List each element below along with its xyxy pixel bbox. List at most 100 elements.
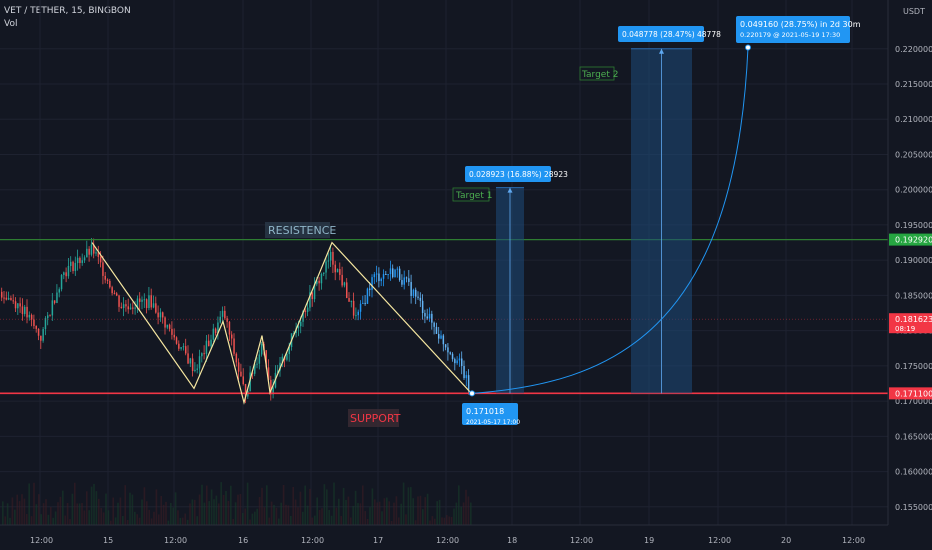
volume-bar bbox=[76, 503, 78, 525]
volume-bar bbox=[138, 517, 141, 525]
candle-body bbox=[42, 329, 44, 341]
candle-body bbox=[288, 347, 290, 355]
candle-body bbox=[90, 244, 93, 255]
candle-body bbox=[258, 354, 261, 364]
candle-body bbox=[433, 322, 435, 327]
volume-bar bbox=[270, 501, 273, 525]
candle-body bbox=[417, 296, 419, 298]
candle-body bbox=[122, 304, 125, 309]
candle-body bbox=[155, 303, 157, 313]
volume-bar bbox=[323, 484, 326, 525]
volume-bar bbox=[304, 485, 306, 525]
candle-body bbox=[410, 282, 412, 296]
volume-bar bbox=[429, 520, 431, 525]
price-tick-label: 0.210000 bbox=[895, 115, 932, 124]
volume-bar bbox=[141, 499, 143, 525]
volume-bar bbox=[309, 488, 311, 525]
volume-bar bbox=[182, 517, 184, 525]
volume-bar bbox=[170, 502, 172, 525]
candle-body bbox=[334, 264, 336, 273]
candle-body bbox=[109, 280, 111, 288]
volume-bar bbox=[352, 505, 354, 525]
volume-bar bbox=[69, 519, 71, 525]
candle-body bbox=[196, 368, 198, 370]
volume-bar bbox=[6, 503, 9, 525]
candle-body bbox=[14, 301, 17, 309]
candle-body bbox=[35, 325, 37, 329]
candle-body bbox=[302, 310, 304, 322]
volume-bar bbox=[136, 514, 138, 525]
candle-body bbox=[125, 304, 127, 307]
volume-bar bbox=[246, 482, 249, 525]
volume-bar bbox=[28, 483, 30, 525]
price-tick-label: 0.165000 bbox=[895, 432, 932, 441]
candle-body bbox=[359, 303, 362, 312]
candle-body bbox=[323, 272, 325, 274]
volume-bar bbox=[117, 502, 119, 525]
volume-bar bbox=[424, 497, 426, 525]
candle-body bbox=[320, 273, 323, 284]
volume-bar bbox=[112, 497, 114, 525]
volume-bar bbox=[412, 498, 414, 525]
volume-bar bbox=[237, 494, 239, 525]
time-tick-label: 15 bbox=[103, 536, 113, 545]
volume-bar bbox=[95, 491, 98, 525]
candle-body bbox=[467, 375, 470, 390]
candle-body bbox=[141, 299, 143, 302]
volume-bar bbox=[201, 484, 203, 525]
candle-body bbox=[332, 251, 334, 265]
candle-body bbox=[56, 292, 58, 303]
volume-bar bbox=[261, 487, 263, 525]
volume-bar bbox=[338, 498, 340, 525]
volume-bar bbox=[134, 511, 136, 525]
candle-body bbox=[366, 288, 369, 304]
volume-bar bbox=[405, 514, 407, 525]
volume-bar bbox=[359, 503, 362, 525]
volume-bar bbox=[196, 516, 198, 525]
price-tick-label: 0.205000 bbox=[895, 150, 932, 159]
volume-bar bbox=[210, 489, 213, 525]
candle-body bbox=[231, 334, 233, 339]
candle-body bbox=[214, 328, 217, 334]
candle-body bbox=[58, 289, 60, 293]
volume-bar bbox=[306, 505, 309, 525]
volume-bar bbox=[122, 515, 124, 525]
volume-bar bbox=[446, 515, 448, 525]
volume-bar bbox=[189, 503, 191, 525]
price-tick-label: 0.170000 bbox=[895, 397, 932, 406]
volume-bar bbox=[431, 516, 434, 525]
volume-bar bbox=[414, 520, 417, 525]
candle-body bbox=[233, 338, 235, 354]
volume-bar bbox=[215, 495, 218, 525]
volume-bar bbox=[268, 517, 270, 525]
volume-bar bbox=[345, 499, 347, 525]
volume-bar bbox=[16, 494, 18, 525]
price-axis-bg bbox=[888, 0, 932, 550]
candle-body bbox=[24, 306, 26, 314]
volume-bar bbox=[98, 498, 100, 525]
volume-bar bbox=[174, 492, 177, 525]
candle-body bbox=[398, 268, 401, 281]
projection-curve bbox=[471, 47, 749, 394]
candle-body bbox=[129, 307, 132, 310]
candle-body bbox=[421, 300, 424, 314]
time-tick-label: 12:00 bbox=[164, 536, 187, 545]
candle-body bbox=[375, 273, 378, 275]
volume-bar bbox=[258, 497, 261, 525]
candle-body bbox=[113, 293, 116, 295]
entry-callout-text-0: 0.171018 bbox=[466, 407, 504, 416]
candle-body bbox=[428, 313, 431, 319]
candle-body bbox=[431, 313, 433, 323]
candle-body bbox=[60, 274, 63, 290]
candle-body bbox=[355, 315, 357, 317]
time-tick-label: 12:00 bbox=[842, 536, 865, 545]
candle-body bbox=[318, 280, 320, 284]
candle-body bbox=[81, 260, 83, 263]
volume-bar bbox=[66, 502, 69, 525]
candle-body bbox=[279, 362, 281, 371]
candle-body bbox=[5, 297, 8, 300]
volume-bar bbox=[273, 504, 275, 525]
volume-bar bbox=[330, 515, 333, 525]
candle-body bbox=[210, 339, 212, 347]
